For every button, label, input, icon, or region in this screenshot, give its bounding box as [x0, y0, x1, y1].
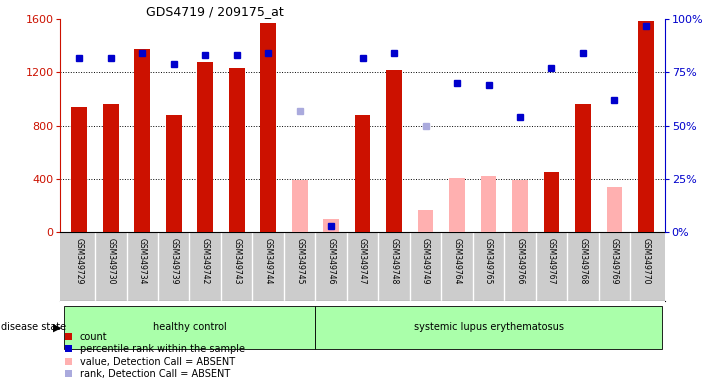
Text: GSM349747: GSM349747 [358, 238, 367, 284]
Bar [198, 62, 213, 232]
Text: GSM349746: GSM349746 [326, 238, 336, 284]
Text: GSM349729: GSM349729 [75, 238, 84, 284]
Legend: count, percentile rank within the sample, value, Detection Call = ABSENT, rank, : count, percentile rank within the sample… [65, 332, 245, 379]
Bar [386, 70, 402, 232]
Bar [575, 104, 591, 232]
Text: GSM349745: GSM349745 [295, 238, 304, 284]
Text: GSM349749: GSM349749 [421, 238, 430, 284]
Bar [134, 48, 150, 232]
Bar [316, 306, 662, 349]
Bar [292, 180, 308, 232]
Bar [449, 178, 465, 232]
Text: GSM349767: GSM349767 [547, 238, 556, 284]
Text: GSM349743: GSM349743 [232, 238, 241, 284]
Bar [324, 219, 339, 232]
Text: GSM349730: GSM349730 [107, 238, 115, 284]
Text: GSM349766: GSM349766 [515, 238, 525, 284]
Text: GSM349764: GSM349764 [452, 238, 461, 284]
Text: GSM349770: GSM349770 [641, 238, 651, 284]
Bar [481, 176, 496, 232]
Bar [606, 187, 622, 232]
Text: ▶: ▶ [53, 322, 61, 333]
Bar [229, 68, 245, 232]
Text: healthy control: healthy control [153, 322, 226, 333]
Bar [71, 107, 87, 232]
Text: GSM349768: GSM349768 [579, 238, 587, 284]
Text: GSM349748: GSM349748 [390, 238, 399, 284]
Bar [544, 172, 560, 232]
Bar [638, 20, 654, 232]
Bar [166, 115, 181, 232]
Text: GDS4719 / 209175_at: GDS4719 / 209175_at [146, 5, 284, 18]
Bar [355, 115, 370, 232]
Bar [63, 306, 316, 349]
Text: GSM349739: GSM349739 [169, 238, 178, 284]
Bar [260, 23, 276, 232]
Text: disease state: disease state [1, 322, 66, 333]
Bar [103, 104, 119, 232]
Bar [417, 210, 434, 232]
Text: GSM349744: GSM349744 [264, 238, 273, 284]
Bar [512, 180, 528, 232]
Text: GSM349742: GSM349742 [201, 238, 210, 284]
Text: systemic lupus erythematosus: systemic lupus erythematosus [414, 322, 564, 333]
Text: GSM349734: GSM349734 [138, 238, 146, 284]
Text: GSM349765: GSM349765 [484, 238, 493, 284]
Text: GSM349769: GSM349769 [610, 238, 619, 284]
